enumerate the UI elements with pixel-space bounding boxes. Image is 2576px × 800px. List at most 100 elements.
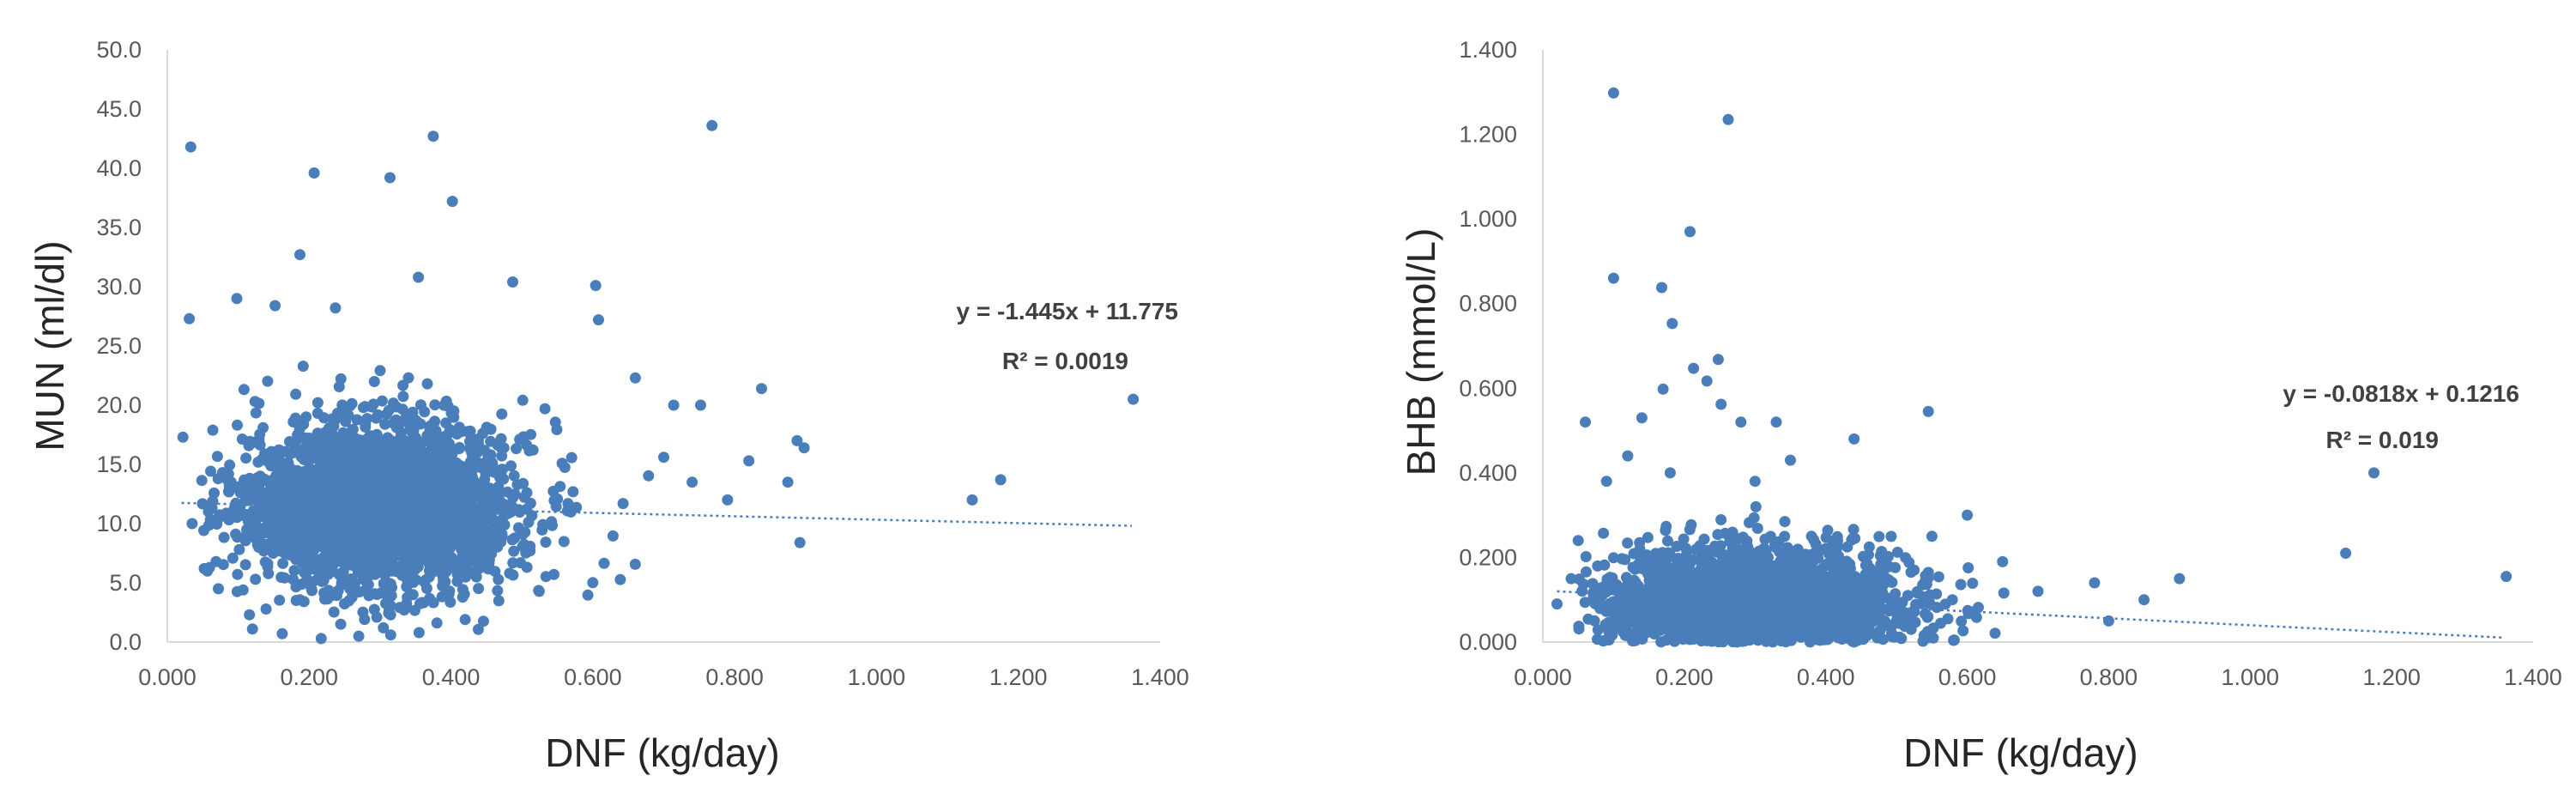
y-tick-label: 25.0 [96,333,142,359]
data-point [2368,467,2379,479]
data-point [1957,625,1969,637]
data-point [1868,627,1880,639]
data-point [330,484,342,496]
data-point [1598,527,1610,539]
data-point [333,381,345,392]
y-tick-label: 15.0 [96,452,142,477]
data-point [177,431,189,443]
data-point [302,502,314,514]
data-point [413,627,425,639]
data-point [269,300,281,312]
data-point [1607,272,1619,284]
data-point [249,396,261,408]
data-point [299,469,311,481]
data-point [384,172,396,184]
data-point [1920,608,1932,620]
data-point [362,480,374,492]
data-point [1671,541,1683,552]
data-point [324,550,336,562]
data-point [1796,620,1808,632]
data-point [1791,546,1803,558]
data-point [791,434,803,446]
y-tick-label: 5.0 [109,570,142,596]
y-tick-label: 10.0 [96,511,142,536]
y-axis-title: MUN (ml/dl) [27,240,72,451]
data-point [1587,578,1599,590]
data-point [1693,571,1705,582]
data-point [546,516,558,528]
data-point [290,388,302,400]
data-point [288,565,300,577]
data-point [1720,527,1731,539]
data-point [1828,592,1840,604]
data-point [334,494,346,506]
data-point [250,573,262,585]
data-point [1685,631,1697,643]
data-point [349,577,361,589]
data-point [1661,621,1673,633]
data-point [197,498,209,510]
data-point [582,589,594,601]
data-point [496,464,508,476]
data-point [1683,610,1695,622]
data-point [348,472,359,484]
data-point [2089,577,2101,589]
data-point [397,379,409,391]
data-point [186,518,198,530]
data-point [474,562,486,574]
data-point [434,567,446,578]
data-point [521,487,533,499]
data-point [218,531,230,543]
x-tick-label: 1.400 [1131,664,1189,690]
data-point [1664,467,1676,479]
data-point [1891,609,1903,621]
data-point [459,614,471,626]
data-point [1773,558,1785,570]
data-point [470,571,482,583]
data-point [1973,602,1984,614]
data-point [420,462,432,474]
x-tick-label: 0.400 [422,664,481,690]
scatter-points [1551,87,2513,648]
data-point [1876,584,1888,596]
data-point [2174,573,2186,585]
data-point [1785,454,1796,466]
y-tick-label: 0.600 [1459,375,1517,401]
data-point [1785,625,1797,637]
data-point [1857,550,1869,562]
data-point [446,196,458,208]
data-point [1734,599,1745,611]
data-point [412,561,424,573]
data-point [276,627,288,639]
data-point [325,534,336,546]
data-point [336,577,348,589]
data-point [332,543,344,555]
data-point [262,375,274,387]
data-point [1760,598,1772,610]
data-point [722,494,734,506]
data-point [339,429,351,441]
data-point [551,424,563,435]
data-point [357,606,369,618]
data-point [273,506,285,517]
data-point [558,536,570,548]
x-tick-label: 0.800 [705,664,764,690]
data-point [363,590,375,602]
data-point [1885,530,1897,542]
data-point [1712,354,1724,366]
data-point [400,463,412,475]
data-point [227,552,239,564]
data-point [540,536,552,548]
data-point [1816,588,1828,600]
data-point [417,532,429,544]
data-point [473,583,485,595]
data-point [1805,530,1817,542]
x-tick-labels: 0.000 0.200 0.400 0.600 0.800 1.000 1.200 1.400 [1514,664,2562,690]
data-point [1729,627,1741,639]
data-point [1565,573,1577,585]
data-point [413,271,425,283]
x-tick-label: 0.200 [280,664,338,690]
data-point [491,499,503,511]
data-point [1847,524,1859,536]
